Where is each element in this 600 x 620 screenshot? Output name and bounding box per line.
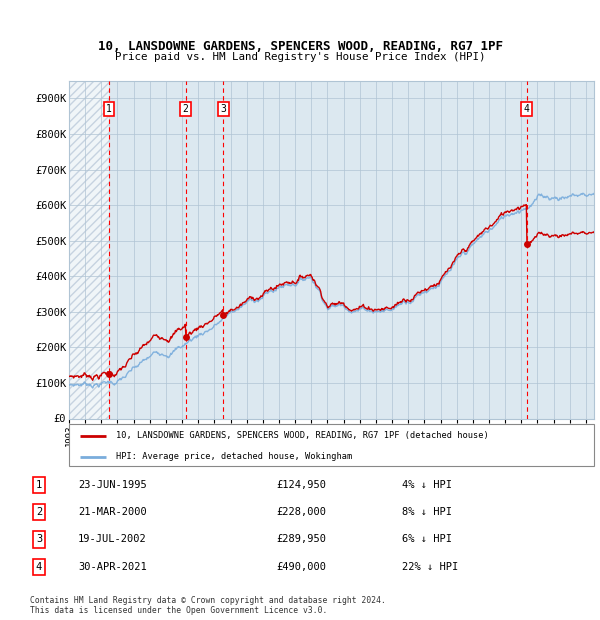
Text: 23-JUN-1995: 23-JUN-1995 bbox=[78, 480, 147, 490]
Text: 30-APR-2021: 30-APR-2021 bbox=[78, 562, 147, 572]
Text: 3: 3 bbox=[36, 534, 42, 544]
Text: Contains HM Land Registry data © Crown copyright and database right 2024.
This d: Contains HM Land Registry data © Crown c… bbox=[30, 596, 386, 615]
Text: HPI: Average price, detached house, Wokingham: HPI: Average price, detached house, Woki… bbox=[116, 453, 353, 461]
Text: 10, LANSDOWNE GARDENS, SPENCERS WOOD, READING, RG7 1PF: 10, LANSDOWNE GARDENS, SPENCERS WOOD, RE… bbox=[97, 40, 503, 53]
Text: £289,950: £289,950 bbox=[276, 534, 326, 544]
Text: 4: 4 bbox=[524, 104, 530, 114]
Text: 21-MAR-2000: 21-MAR-2000 bbox=[78, 507, 147, 517]
Text: 2: 2 bbox=[182, 104, 188, 114]
Text: 3: 3 bbox=[220, 104, 226, 114]
Text: 4% ↓ HPI: 4% ↓ HPI bbox=[402, 480, 452, 490]
Bar bbox=[69, 81, 109, 419]
Text: £490,000: £490,000 bbox=[276, 562, 326, 572]
Text: 1: 1 bbox=[36, 480, 42, 490]
Text: £228,000: £228,000 bbox=[276, 507, 326, 517]
Text: 2: 2 bbox=[36, 507, 42, 517]
Text: 10, LANSDOWNE GARDENS, SPENCERS WOOD, READING, RG7 1PF (detached house): 10, LANSDOWNE GARDENS, SPENCERS WOOD, RE… bbox=[116, 432, 489, 440]
Text: £124,950: £124,950 bbox=[276, 480, 326, 490]
Text: 6% ↓ HPI: 6% ↓ HPI bbox=[402, 534, 452, 544]
Text: 19-JUL-2002: 19-JUL-2002 bbox=[78, 534, 147, 544]
Text: 4: 4 bbox=[36, 562, 42, 572]
Text: 8% ↓ HPI: 8% ↓ HPI bbox=[402, 507, 452, 517]
Text: 1: 1 bbox=[106, 104, 112, 114]
Text: Price paid vs. HM Land Registry's House Price Index (HPI): Price paid vs. HM Land Registry's House … bbox=[115, 52, 485, 62]
Text: 22% ↓ HPI: 22% ↓ HPI bbox=[402, 562, 458, 572]
